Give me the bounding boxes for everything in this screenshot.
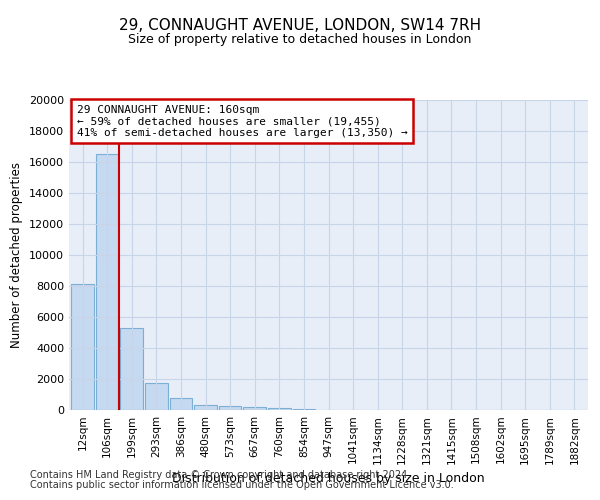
Bar: [244, 407, 266, 410]
X-axis label: Distribution of detached houses by size in London: Distribution of detached houses by size …: [172, 472, 485, 485]
Bar: [170, 398, 192, 410]
Text: 29, CONNAUGHT AVENUE, LONDON, SW14 7RH: 29, CONNAUGHT AVENUE, LONDON, SW14 7RH: [119, 18, 481, 32]
Bar: [268, 408, 290, 410]
Bar: [145, 383, 167, 410]
Bar: [96, 154, 118, 410]
Text: Size of property relative to detached houses in London: Size of property relative to detached ho…: [128, 32, 472, 46]
Bar: [121, 328, 143, 410]
Text: Contains HM Land Registry data © Crown copyright and database right 2024.: Contains HM Land Registry data © Crown c…: [30, 470, 410, 480]
Text: 29 CONNAUGHT AVENUE: 160sqm
← 59% of detached houses are smaller (19,455)
41% of: 29 CONNAUGHT AVENUE: 160sqm ← 59% of det…: [77, 104, 407, 138]
Bar: [219, 406, 241, 410]
Bar: [293, 409, 315, 410]
Text: Contains public sector information licensed under the Open Government Licence v3: Contains public sector information licen…: [30, 480, 454, 490]
Y-axis label: Number of detached properties: Number of detached properties: [10, 162, 23, 348]
Bar: [71, 284, 94, 410]
Bar: [194, 406, 217, 410]
